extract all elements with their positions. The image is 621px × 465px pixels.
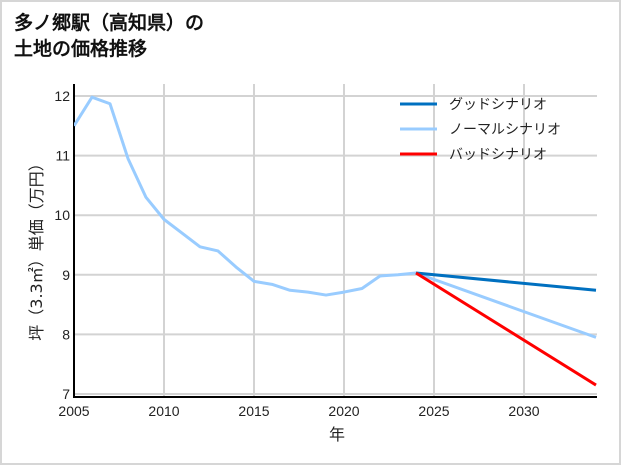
x-tick-label: 2005	[58, 403, 89, 419]
legend-label: ノーマルシナリオ	[449, 122, 561, 138]
x-tick-label: 2015	[238, 403, 269, 419]
y-tick-label: 9	[62, 267, 70, 283]
y-tick-label: 7	[62, 386, 70, 402]
legend-label: バッドシナリオ	[449, 147, 547, 163]
legend-label: グッドシナリオ	[449, 97, 547, 113]
x-tick-label: 2025	[418, 403, 449, 419]
title-line-1: 多ノ郷駅（高知県）の	[14, 12, 205, 34]
title-line-2: 土地の価格推移	[14, 38, 148, 60]
y-tick-label: 11	[55, 148, 70, 164]
y-tick-label: 10	[54, 207, 70, 223]
x-tick-label: 2020	[328, 403, 359, 419]
x-axis-label: 年	[329, 425, 345, 444]
y-tick-label: 8	[62, 326, 70, 342]
x-tick-label: 2030	[508, 403, 539, 419]
y-tick-label: 12	[54, 88, 70, 104]
series-line	[415, 271, 597, 387]
x-tick-label: 2010	[148, 403, 179, 419]
y-axis-label: 坪（3.3㎡）単価（万円）	[27, 155, 46, 340]
chart-title: 多ノ郷駅（高知県）の 土地の価格推移	[14, 10, 204, 62]
series-line	[415, 271, 597, 292]
series-line	[74, 95, 597, 339]
